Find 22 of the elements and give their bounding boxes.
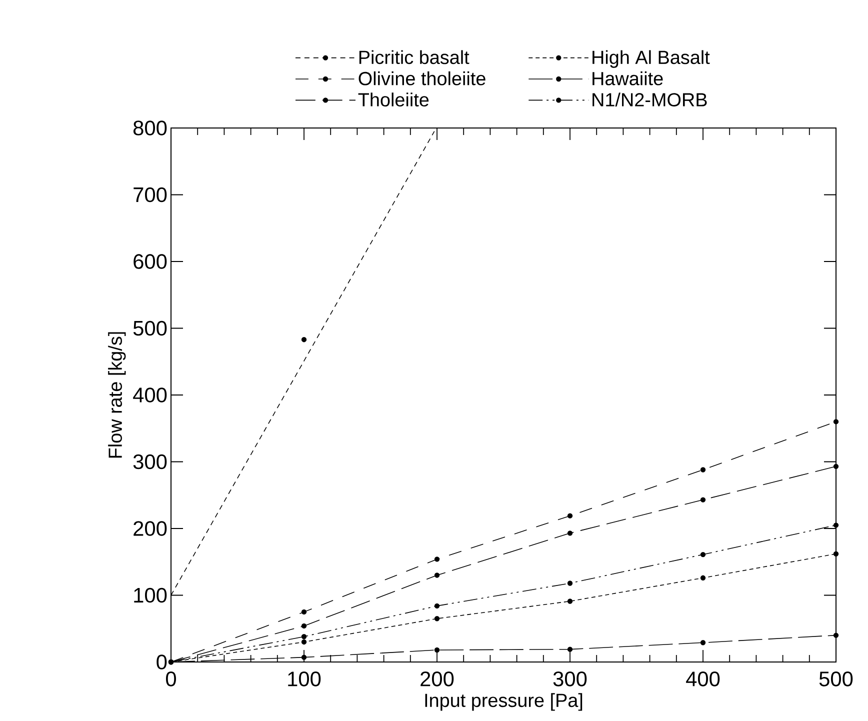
y-tick-label: 800 [133, 120, 167, 136]
legend-label: Tholeiite [358, 92, 429, 106]
y-tick-label: 500 [133, 320, 167, 336]
legend-label: N1/N2-MORB [592, 92, 707, 106]
legend-label: Hawaiite [592, 71, 663, 86]
y-tick-label: 700 [134, 187, 167, 202]
legend-label: Picritic basalt [359, 50, 470, 64]
y-tick-label: 600 [134, 254, 167, 269]
y-tick-label: 200 [134, 521, 167, 536]
x-tick-label: 300 [553, 672, 587, 686]
y-tick-label: 0 [156, 654, 167, 670]
y-axis-title: Flow rate [kg/s] [108, 332, 126, 458]
x-tick-label: 500 [819, 672, 853, 686]
legend-label: Olivine tholeiite [358, 71, 486, 86]
x-axis-title: Input pressure [Pa] [425, 693, 582, 711]
y-tick-label: 300 [133, 454, 167, 470]
x-tick-label: 400 [686, 672, 720, 686]
y-tick-label: 100 [134, 588, 167, 603]
x-tick-label: 100 [288, 672, 321, 686]
x-tick-label: 200 [420, 672, 454, 686]
legend-label: High Al Basalt [592, 50, 710, 68]
y-tick-label: 400 [133, 388, 167, 402]
